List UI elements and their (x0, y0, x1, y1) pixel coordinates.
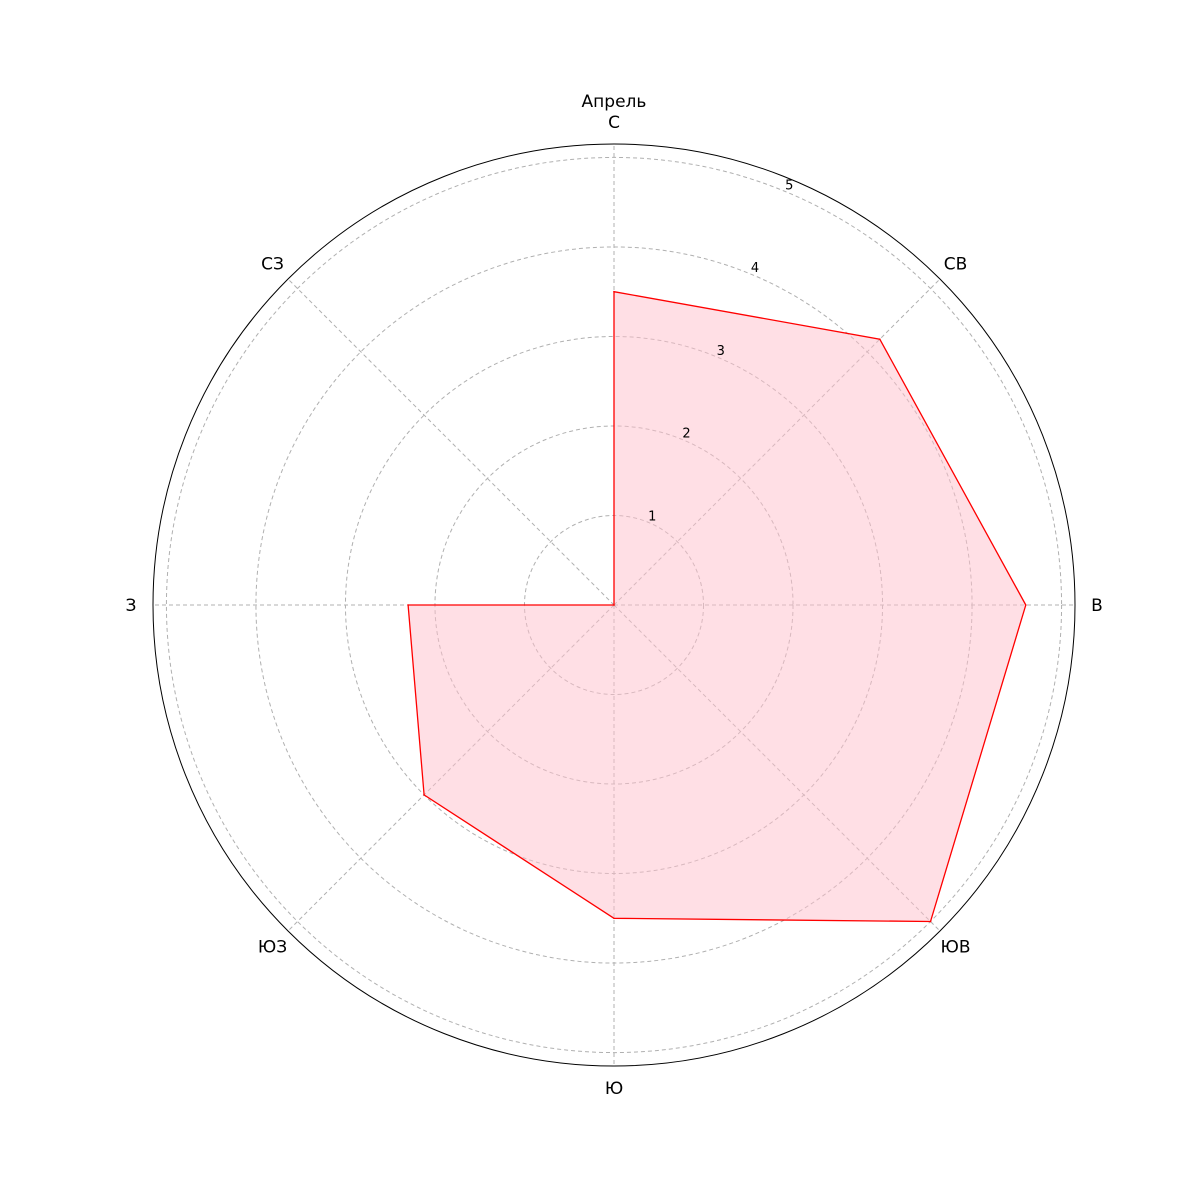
radial-tick-label-2: 2 (682, 427, 690, 442)
series-point-В (1025, 604, 1027, 606)
category-label-1: С (608, 113, 620, 133)
category-label-8: СЗ (261, 255, 284, 275)
category-label-2: СВ (944, 255, 968, 275)
radial-tick-label-5: 5 (785, 179, 793, 194)
radial-tick-label-3: 3 (717, 344, 725, 359)
grid-circle-5 (165, 156, 1063, 1054)
series-layer (407, 290, 1027, 923)
polar-frame (152, 143, 1076, 1067)
chart-title: Апрель (582, 92, 647, 112)
series-point-СВ (879, 338, 881, 341)
category-label-3: В (1091, 596, 1103, 616)
category-label-5: Ю (605, 1079, 623, 1099)
series-point-СЗ (613, 604, 615, 606)
radial-tick-label-1: 1 (648, 509, 656, 524)
category-label-7: З (126, 596, 137, 616)
category-label-6: ЮЗ (258, 938, 287, 958)
series-point-ЮВ (929, 920, 932, 923)
series-polygon-1 (407, 290, 1027, 923)
series-point-С (613, 290, 615, 293)
grid-spoke-8 (287, 278, 615, 606)
label-layer: С СВ В ЮВ Ю ЮЗ З СЗ 1 2 3 4 5 (126, 113, 1103, 1099)
series-point-З (407, 604, 409, 606)
category-label-4: ЮВ (940, 938, 970, 958)
series-point-ЮЗ (423, 794, 425, 796)
series-point-Ю (613, 917, 615, 920)
radial-tick-label-4: 4 (751, 261, 759, 276)
outline-layer (152, 143, 1076, 1067)
